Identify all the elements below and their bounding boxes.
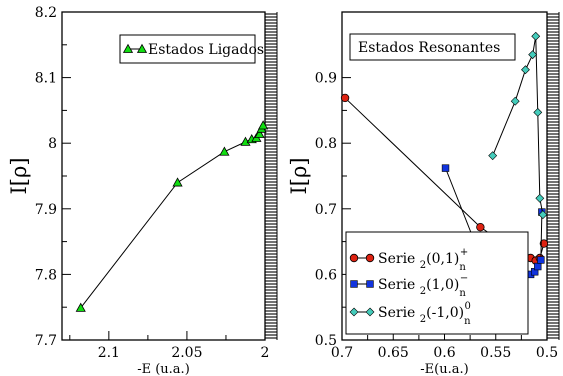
x-tick-label: 2.1 [98, 345, 120, 361]
legend-box [345, 231, 529, 335]
series-line [492, 36, 544, 215]
legend-label-part: n [459, 288, 466, 299]
y-tick-label: 0.9 [315, 71, 337, 87]
legend-box [119, 34, 256, 64]
data-point [534, 262, 542, 271]
y-axis-label: I[ρ] [287, 157, 311, 194]
series-2 [488, 31, 548, 220]
data-point [340, 93, 350, 103]
x-tick-label: 2 [261, 345, 270, 361]
legend-label: Serie 2(1,0)n − [378, 273, 468, 299]
data-point [535, 193, 545, 203]
annotation-box [349, 33, 516, 61]
y-tick-label: 0.6 [315, 267, 337, 283]
legend-label-part: Serie [378, 251, 420, 267]
y-tick-label: 8 [48, 136, 57, 152]
legend-marker [365, 307, 375, 317]
series-line [80, 125, 264, 309]
data-point [75, 302, 86, 312]
legend-label-part: (1,0) [426, 277, 459, 293]
x-tick-label: 0.65 [378, 345, 409, 361]
legend-label-part: n [459, 262, 466, 273]
legend-label-part: n [464, 316, 471, 327]
legend-marker [350, 280, 358, 288]
data-point [539, 239, 549, 248]
y-tick-label: 0.8 [315, 136, 337, 152]
data-point [521, 65, 530, 75]
data-point [537, 256, 545, 264]
right-edge-hatch [547, 12, 560, 340]
legend-label-part: (-1,0) [426, 305, 464, 321]
legend-label-part: 2 [420, 260, 426, 271]
legend-label-part: 2 [420, 314, 426, 325]
legend-label: Serie 2(0,1)n + [378, 247, 468, 273]
left-chart-ligados: 7.7 7.8 7.9 8 8.1 8.2 2.1 2.05 2 -E (u.a.) I[ρ] Est… [7, 5, 278, 376]
y-axis-label: I[ρ] [7, 157, 31, 194]
legend-marker [366, 280, 374, 288]
data-point [528, 50, 538, 60]
x-tick-label: 2.05 [171, 345, 202, 361]
data-point [488, 151, 498, 161]
legend-label: Serie 2(-1,0)n 0 [378, 301, 471, 327]
data-point [254, 128, 265, 138]
legend-marker [349, 307, 359, 317]
legend-label-part: Serie [378, 277, 420, 293]
series-0 [75, 120, 269, 312]
y-tick-label: 8.2 [35, 5, 57, 21]
right-chart-resonantes: 0.5 0.6 0.7 0.8 0.9 0.7 0.65 0.6 0.55 0.5 -E(u.a.)… [287, 11, 560, 376]
data-point [476, 222, 485, 232]
legend-label-part: 2 [420, 286, 426, 297]
y-tick-label: 0.7 [315, 202, 337, 218]
x-axis-label: -E(u.a.) [420, 362, 468, 376]
legend-marker [365, 253, 375, 263]
legend-marker [122, 43, 134, 53]
data-point [538, 210, 548, 220]
legend-marker [349, 253, 359, 263]
y-tick-label: 8.1 [35, 71, 57, 87]
x-tick-label: 0.6 [433, 345, 455, 361]
legend-label-part: 0 [465, 301, 471, 312]
x-tick-label: 0.7 [331, 345, 353, 361]
data-point [219, 146, 230, 156]
x-tick-label: 0.55 [480, 345, 511, 361]
legend-label-part: (0,1) [426, 251, 459, 267]
x-axis-label: -E (u.a.) [137, 362, 190, 376]
annotation-text: Estados Resonantes [358, 40, 500, 56]
y-tick-label: 0.5 [315, 333, 337, 349]
legend-label-part: − [460, 273, 468, 284]
x-tick-label: 0.5 [536, 345, 558, 361]
legend-label-part: + [460, 247, 468, 258]
y-tick-label: 7.9 [35, 202, 57, 218]
legend-label: Estados Ligados [148, 42, 264, 58]
data-point [441, 164, 450, 172]
y-tick-label: 7.8 [35, 267, 57, 283]
data-point [258, 120, 269, 130]
data-point [531, 31, 541, 41]
data-point [172, 177, 183, 187]
legend-label-part: Serie [378, 305, 420, 321]
data-point [510, 96, 520, 106]
right-edge-hatch [265, 12, 278, 340]
data-point [533, 107, 543, 117]
y-tick-label: 7.7 [35, 333, 57, 349]
legend-marker [136, 43, 148, 53]
